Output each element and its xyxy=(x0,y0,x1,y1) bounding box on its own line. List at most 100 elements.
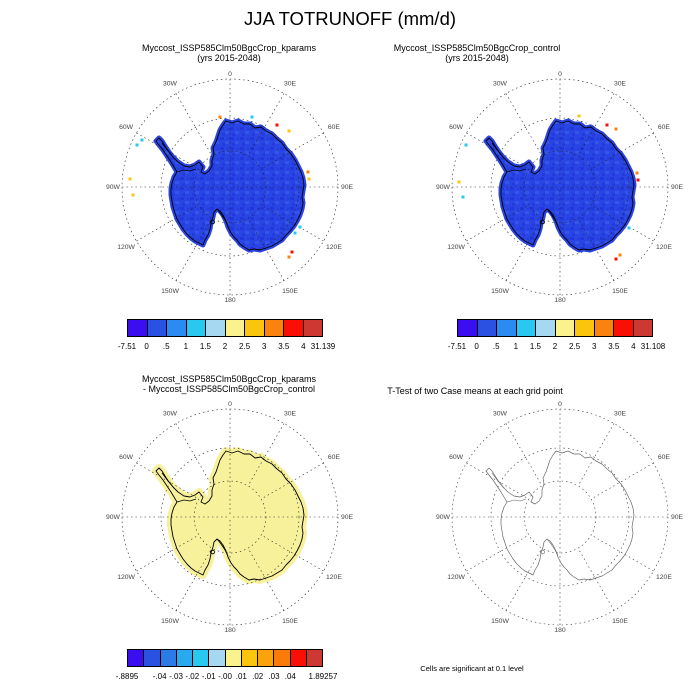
meridian-line xyxy=(247,93,285,156)
lon-label: 0 xyxy=(558,71,562,78)
data-speck xyxy=(140,138,144,142)
lon-label: 30E xyxy=(284,410,297,417)
lon-label: 120E xyxy=(326,244,342,251)
colorbar-cell xyxy=(477,320,497,336)
data-speck xyxy=(128,177,132,181)
colorbar-cell xyxy=(241,650,258,666)
colorbar-tick-label: 0 xyxy=(474,342,479,351)
latitude-circle xyxy=(490,117,630,257)
meridian-line xyxy=(577,218,615,281)
data-speck xyxy=(135,143,139,147)
meridian-line xyxy=(175,218,213,281)
colorbar-cell xyxy=(458,320,478,336)
meridian-line xyxy=(577,423,615,486)
lon-label: 180 xyxy=(554,627,566,634)
colorbar-cell xyxy=(594,320,614,336)
meridian-line xyxy=(466,534,529,572)
map-top-right-control: 0 30E 60E 90E 120E 150E 180 150W 120W 90W 60W 30W xyxy=(436,71,684,304)
meridian-line xyxy=(591,204,654,242)
latitude-circle xyxy=(160,447,300,587)
colorbar-tick-label: 4 xyxy=(301,342,306,351)
panel-title-top-left-line2: (yrs 2015-2048) xyxy=(197,53,261,63)
colorbar-cell xyxy=(306,650,322,666)
lon-label: 150W xyxy=(491,288,509,295)
colorbar-tick-labels: -7.51 0 .5 1 1.5 2 2.5 3 3.5 4 31.108 xyxy=(448,342,665,352)
colorbar-tick-label: 1 xyxy=(183,342,189,351)
colorbar-tick-label: .5 xyxy=(492,342,500,351)
colorbar-cell xyxy=(128,650,145,666)
colorbar-tick-label: 1.5 xyxy=(529,342,541,351)
lon-label: 60W xyxy=(119,124,134,131)
colorbar-tick-label: 1.89257 xyxy=(308,672,338,681)
colorbar-tick-label: .02 xyxy=(252,672,264,681)
colorbar-cell xyxy=(225,650,242,666)
data-speck xyxy=(275,123,279,127)
meridian-line xyxy=(175,93,213,156)
colorbar-cell xyxy=(575,320,595,336)
panel-title-bottom-right: T-Test of two Case means at each grid po… xyxy=(387,386,563,396)
data-speck xyxy=(457,180,461,184)
colorbar-cell xyxy=(497,320,517,336)
data-speck xyxy=(605,123,609,127)
colorbar-cell xyxy=(303,320,322,336)
colorbar-tick-label: 1 xyxy=(513,342,519,351)
lon-label: 60E xyxy=(328,454,341,461)
meridian-line xyxy=(261,204,324,242)
lon-label: 120E xyxy=(656,244,672,251)
lon-label: 90E xyxy=(671,514,684,521)
colorbar-tick-label: -7.51 xyxy=(117,342,137,351)
lon-label: 150E xyxy=(282,288,298,295)
colorbar-tick-label: -.03 xyxy=(169,672,183,681)
panel-title-bottom-right-line1: T-Test of two Case means at each grid po… xyxy=(387,386,563,396)
latitude-circle xyxy=(490,447,630,587)
colorbar-cell xyxy=(274,650,291,666)
data-speck xyxy=(293,231,297,235)
data-speck xyxy=(287,255,291,259)
colorbar-tick-label: 2 xyxy=(552,342,558,351)
panel-title-top-right-line1: Myccost_ISSP585Clm50BgcCrop_control xyxy=(393,43,561,53)
colorbar-tick-label: 4 xyxy=(631,342,636,351)
panel-title-top-right: Myccost_ISSP585Clm50BgcCrop_control (yrs… xyxy=(394,43,561,63)
colorbar-cells xyxy=(127,649,323,667)
data-speck xyxy=(614,127,618,131)
panel-title-top-left-line1: Myccost_ISSP585Clm50BgcCrop_kparams xyxy=(141,43,317,53)
lon-label: 90E xyxy=(671,184,684,191)
lon-label: 120W xyxy=(117,244,135,251)
colorbar-cells xyxy=(457,319,653,337)
map-top-left-kparams: 0 30E 60E 90E 120E 150E 180 150W 120W 90W 60W 30W xyxy=(106,71,354,304)
colorbar-tick-label: 3 xyxy=(261,342,267,351)
meridian-line xyxy=(577,93,615,156)
lon-label: 30W xyxy=(163,410,178,417)
map-bottom-left-difference: 0 30E 60E 90E 120E 150E 180 150W 120W 90W 60W 30W xyxy=(106,401,354,634)
colorbar-cell xyxy=(160,650,177,666)
lon-label: 60E xyxy=(658,454,671,461)
colorbar-cell xyxy=(284,320,304,336)
lon-label: 90E xyxy=(341,514,354,521)
data-speck xyxy=(636,178,640,182)
colorbar-top-right: -7.51 0 .5 1 1.5 2 2.5 3 3.5 4 31.108 xyxy=(448,319,665,352)
data-speck xyxy=(298,225,302,229)
colorbar-tick-label: 0 xyxy=(144,342,149,351)
lon-label: 60E xyxy=(658,124,671,131)
colorbar-cell xyxy=(225,320,245,336)
colorbar-tick-label: -7.51 xyxy=(447,342,467,351)
meridian-line xyxy=(505,93,543,156)
lon-label: 180 xyxy=(224,627,236,634)
meridian-line xyxy=(261,534,324,572)
colorbar-cell xyxy=(128,320,148,336)
colorbar-tick-label: 3.5 xyxy=(278,342,290,351)
lon-label: 30W xyxy=(163,80,178,87)
data-speck xyxy=(307,177,311,181)
lon-label: 0 xyxy=(228,71,232,78)
meridian-line xyxy=(591,534,654,572)
lon-label: 150W xyxy=(161,618,179,625)
colorbar-cell xyxy=(176,650,193,666)
lon-label: 120E xyxy=(656,574,672,581)
colorbar-tick-label: 31.139 xyxy=(310,342,336,351)
lon-label: 90E xyxy=(341,184,354,191)
colorbar-cell xyxy=(193,650,210,666)
lon-label: 90W xyxy=(436,184,451,191)
colorbar-cells xyxy=(127,319,323,337)
colorbar-cell xyxy=(555,320,575,336)
lon-label: 60W xyxy=(449,124,464,131)
